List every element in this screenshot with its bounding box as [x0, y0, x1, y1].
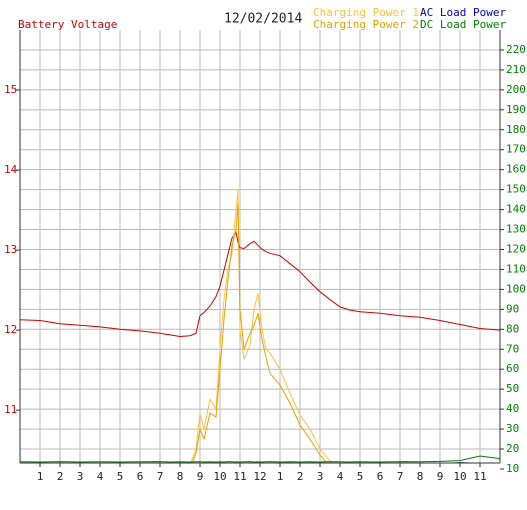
x-tick-label: 11	[473, 470, 486, 483]
x-tick-label: 7	[397, 470, 404, 483]
y2-tick-label: 220	[506, 43, 526, 56]
x-tick-label: 3	[317, 470, 324, 483]
y2-tick-label: 60	[506, 362, 519, 375]
x-tick-label: 8	[417, 470, 424, 483]
x-tick-label: 6	[377, 470, 384, 483]
y2-tick-label: 110	[506, 262, 526, 275]
y2-tick-label: 80	[506, 322, 519, 335]
x-tick-label: 9	[437, 470, 444, 483]
y2-tick-label: 130	[506, 223, 526, 236]
y-tick-label: 12	[4, 323, 17, 336]
y2-tick-label: 120	[506, 242, 526, 255]
y2-tick-label: 140	[506, 203, 526, 216]
plot-lines	[20, 189, 500, 463]
y2-tick-label: 20	[506, 442, 519, 455]
y2-tick-label: 170	[506, 143, 526, 156]
y2-tick-label: 180	[506, 123, 526, 136]
y2-tick-label: 150	[506, 183, 526, 196]
y-tick-label: 13	[4, 243, 17, 256]
y-tick-label: 15	[4, 83, 17, 96]
y2-tick-label: 50	[506, 382, 519, 395]
x-tick-label: 9	[197, 470, 204, 483]
legend-label: Charging Power 1	[313, 6, 419, 19]
series-line	[20, 231, 500, 338]
y2-tick-label: 100	[506, 282, 526, 295]
x-tick-label: 10	[453, 470, 466, 483]
y2-tick-label: 200	[506, 83, 526, 96]
y-tick-label: 11	[4, 403, 17, 416]
y2-tick-label: 10	[506, 462, 519, 475]
y2-tick-label: 160	[506, 163, 526, 176]
y2-tick-label: 210	[506, 63, 526, 76]
x-tick-label: 11	[233, 470, 246, 483]
series-line	[20, 455, 500, 463]
x-tick-label: 6	[137, 470, 144, 483]
y2-tick-label: 190	[506, 103, 526, 116]
legend-label: AC Load Power	[420, 6, 506, 19]
x-tick-label: 4	[97, 470, 104, 483]
x-tick-label: 10	[213, 470, 226, 483]
x-tick-label: 2	[57, 470, 64, 483]
x-tick-label: 7	[157, 470, 164, 483]
x-tick-label: 5	[357, 470, 364, 483]
x-tick-label: 5	[117, 470, 124, 483]
y2-tick-label: 70	[506, 342, 519, 355]
x-tick-label: 8	[177, 470, 184, 483]
y2-tick-label: 40	[506, 402, 519, 415]
legend-label: Charging Power 2	[313, 18, 419, 31]
series-line	[191, 203, 328, 463]
axes	[16, 30, 504, 470]
y-tick-label: 14	[4, 163, 18, 176]
x-tick-label: 3	[77, 470, 84, 483]
x-tick-label: 1	[37, 470, 44, 483]
x-tick-label: 1	[277, 470, 284, 483]
date: 12/02/2014	[224, 12, 302, 27]
legend-label: DC Load Power	[420, 18, 506, 31]
grid	[20, 30, 500, 463]
y2-tick-label: 30	[506, 422, 519, 435]
x-tick-label: 4	[337, 470, 344, 483]
series-line	[190, 189, 334, 463]
legend-label: Battery Voltage	[18, 18, 117, 31]
y2-tick-label: 90	[506, 302, 519, 315]
x-tick-label: 2	[297, 470, 304, 483]
x-tick-label: 12	[253, 470, 266, 483]
